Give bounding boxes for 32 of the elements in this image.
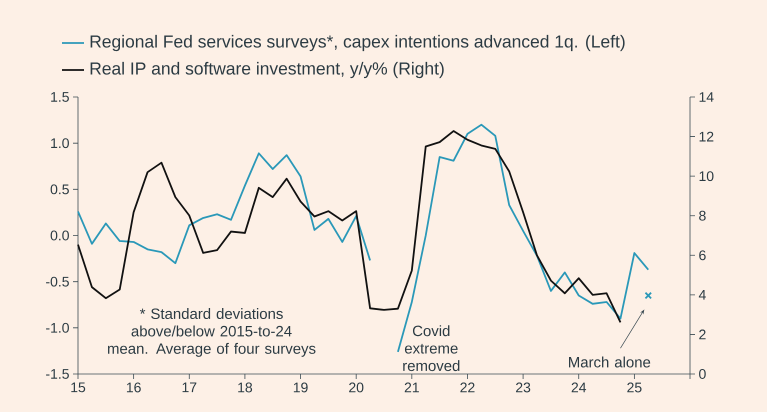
x-tick-label: 16: [126, 382, 141, 392]
x-tick-label: 19: [294, 382, 308, 392]
y-tick-label: 0.5: [50, 184, 69, 194]
x-tick-label: 21: [404, 382, 419, 392]
y2-tick-label: 0: [699, 369, 706, 379]
annotation: Covid extreme removed: [403, 325, 460, 372]
y2-tick-label: 14: [700, 92, 714, 102]
x-tick-label: 18: [238, 382, 252, 392]
x-tick-label: 25: [627, 382, 642, 392]
y-tick-label: 0.0: [50, 230, 69, 240]
y2-tick-label: 8: [699, 210, 706, 221]
x-tick-label: 15: [71, 382, 86, 392]
y2-tick-label: 12: [700, 132, 714, 142]
y2-tick-label: 10: [700, 171, 714, 182]
annotation: March alone: [569, 356, 650, 368]
y-tick-label: 1.5: [51, 92, 69, 102]
x-tick-label: 24: [572, 382, 586, 392]
x-tick-label: 17: [182, 382, 196, 392]
annotation: * Standard deviations above/below 2015-to-24 mean. Average of four surveys: [108, 308, 316, 357]
y-tick-label: 1.0: [51, 138, 69, 148]
y2-tick-label: 4: [698, 290, 706, 300]
y-tick-label: -0.5: [46, 276, 69, 287]
y2-tick-label: 6: [699, 250, 706, 260]
y2-tick-label: 2: [699, 330, 706, 340]
legend-label: Real IP and software investment, y/y% (Right): [90, 62, 444, 78]
y-tick-label: -1.0: [46, 322, 69, 333]
line-series: [77, 130, 622, 324]
x-tick-label: 22: [460, 382, 475, 392]
x-tick-label: 23: [516, 382, 530, 392]
x-tick-label: 20: [349, 382, 364, 392]
legend-label: Regional Fed services surveys*, capex intentions advanced 1q. (Left): [90, 34, 625, 52]
y-tick-label: -1.5: [46, 369, 69, 379]
